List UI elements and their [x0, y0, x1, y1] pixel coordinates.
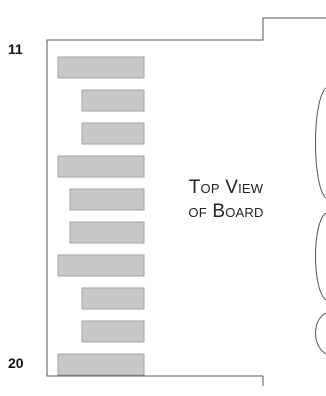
board-edge-notch-3 [315, 312, 326, 355]
pad-group [57, 56, 145, 376]
contact-pad-10 [57, 353, 145, 376]
contact-pad-2 [81, 89, 145, 112]
board-edge-notch-2 [315, 212, 326, 301]
board-edge-notch-1 [315, 87, 326, 199]
board-caption-line1: Top View [188, 177, 264, 198]
pin-label-end: 20 [8, 355, 24, 371]
contact-pad-3 [81, 122, 145, 145]
contact-pad-6 [69, 221, 145, 244]
board-outline [46, 17, 326, 386]
contact-pad-4 [57, 155, 145, 178]
contact-pad-9 [81, 320, 145, 343]
contact-pad-8 [81, 287, 145, 310]
contact-pad-1 [57, 56, 145, 79]
contact-pad-7 [57, 254, 145, 277]
pin-label-start: 11 [8, 41, 23, 57]
board-caption-line2: of Board [188, 201, 264, 222]
contact-pad-5 [69, 188, 145, 211]
